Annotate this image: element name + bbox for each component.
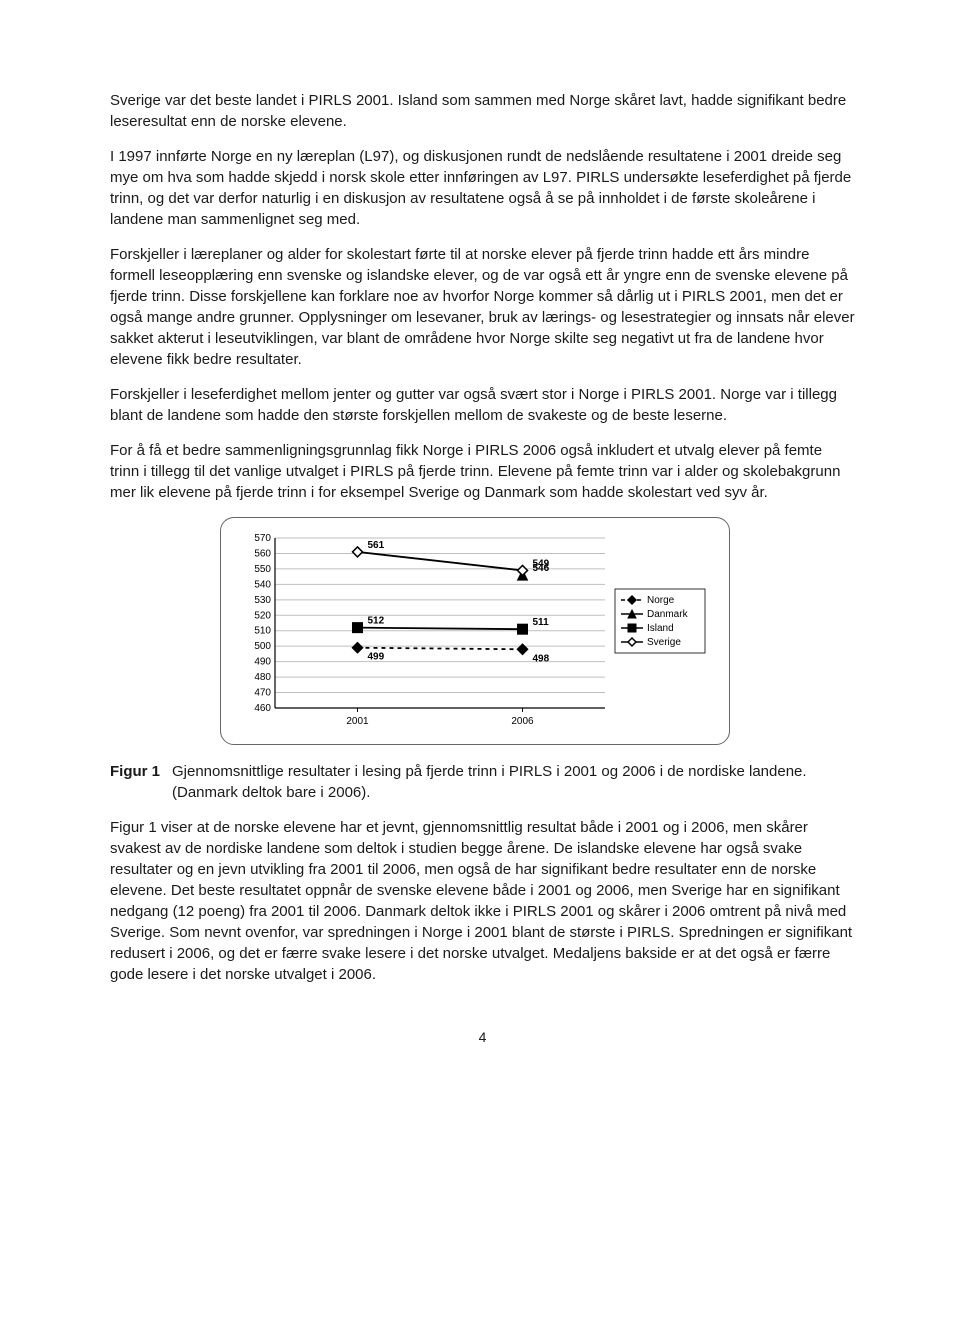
- svg-text:490: 490: [254, 657, 271, 668]
- paragraph-5: For å få et bedre sammenligningsgrunnlag…: [110, 440, 855, 503]
- paragraph-1: Sverige var det beste landet i PIRLS 200…: [110, 90, 855, 132]
- page-number: 4: [110, 1029, 855, 1045]
- chart-container: 460 470 480 490 500 510 520 530 540 550 560 570 2001…: [220, 517, 730, 745]
- paragraph-6: Figur 1 viser at de norske elevene har e…: [110, 817, 855, 985]
- svg-text:498: 498: [533, 653, 550, 664]
- svg-text:550: 550: [254, 564, 271, 575]
- paragraph-4: Forskjeller i leseferdighet mellom jente…: [110, 384, 855, 426]
- line-chart: 460 470 480 490 500 510 520 530 540 550 560 570 2001…: [235, 532, 715, 732]
- svg-text:561: 561: [368, 540, 385, 551]
- svg-text:560: 560: [254, 548, 271, 559]
- svg-text:520: 520: [254, 610, 271, 621]
- figure-caption: Figur 1 Gjennomsnittlige resultater i le…: [110, 761, 855, 803]
- svg-text:2006: 2006: [511, 716, 534, 727]
- svg-text:460: 460: [254, 703, 271, 714]
- paragraph-3: Forskjeller i læreplaner og alder for sk…: [110, 244, 855, 370]
- svg-text:470: 470: [254, 688, 271, 699]
- svg-text:Norge: Norge: [647, 595, 675, 606]
- svg-text:570: 570: [254, 533, 271, 544]
- svg-text:540: 540: [254, 579, 271, 590]
- svg-text:Sverige: Sverige: [647, 637, 681, 648]
- paragraph-2: I 1997 innførte Norge en ny læreplan (L9…: [110, 146, 855, 230]
- svg-text:480: 480: [254, 672, 271, 683]
- svg-text:Island: Island: [647, 623, 674, 634]
- svg-text:510: 510: [254, 626, 271, 637]
- svg-text:499: 499: [368, 652, 385, 663]
- svg-text:Danmark: Danmark: [647, 609, 689, 620]
- svg-text:511: 511: [533, 617, 550, 628]
- svg-text:512: 512: [368, 616, 385, 627]
- svg-text:500: 500: [254, 641, 271, 652]
- figure-label: Figur 1: [110, 761, 172, 803]
- page: Sverige var det beste landet i PIRLS 200…: [0, 0, 960, 1105]
- svg-text:2001: 2001: [346, 716, 369, 727]
- figure-caption-text: Gjennomsnittlige resultater i lesing på …: [172, 761, 855, 803]
- svg-text:549: 549: [533, 558, 550, 569]
- svg-text:530: 530: [254, 595, 271, 606]
